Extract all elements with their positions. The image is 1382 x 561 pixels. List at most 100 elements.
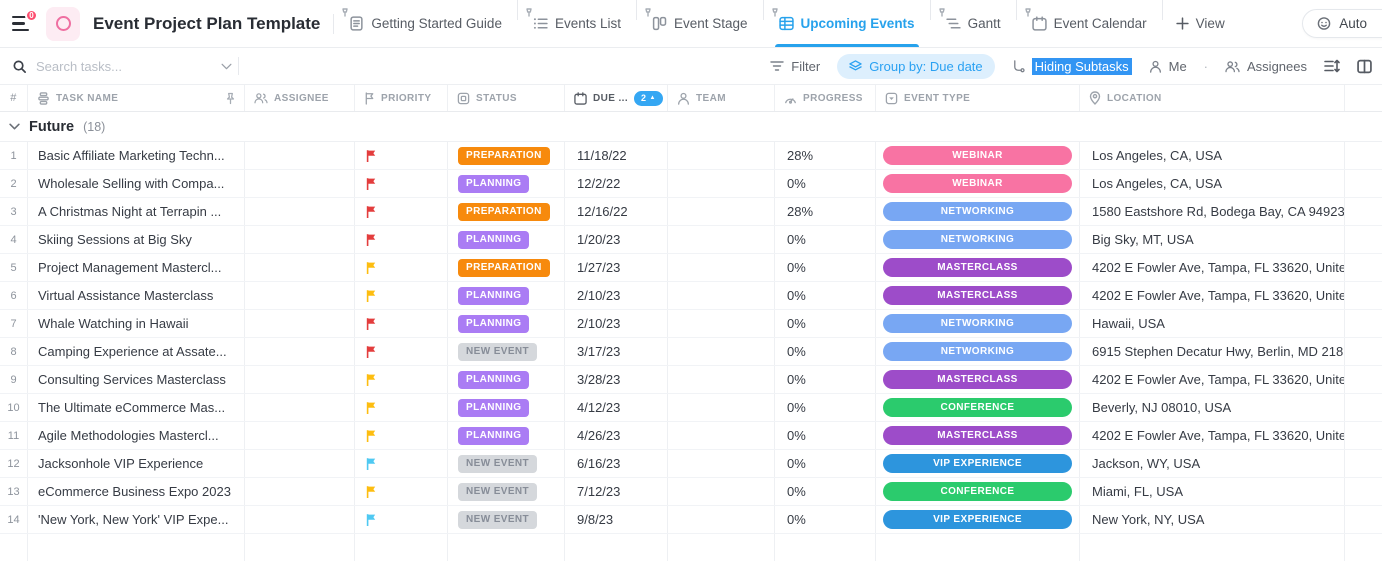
event-type-cell[interactable]: NETWORKING	[876, 198, 1080, 225]
table-row[interactable]: 8 Camping Experience at Assate... NEW EV…	[0, 338, 1382, 366]
due-date-cell[interactable]: 11/18/22	[565, 142, 668, 169]
event-type-cell[interactable]: WEBINAR	[876, 142, 1080, 169]
col-status[interactable]: STATUS	[448, 85, 565, 111]
assignee-cell[interactable]	[245, 478, 355, 505]
status-cell[interactable]: PLANNING	[448, 310, 565, 337]
table-row[interactable]: 4 Skiing Sessions at Big Sky PLANNING 1/…	[0, 226, 1382, 254]
task-name-cell[interactable]: Jacksonhole VIP Experience	[28, 450, 245, 477]
event-type-cell[interactable]: MASTERCLASS	[876, 366, 1080, 393]
event-type-cell[interactable]: VIP EXPERIENCE	[876, 506, 1080, 533]
priority-cell[interactable]	[355, 170, 448, 197]
table-row[interactable]: 9 Consulting Services Masterclass PLANNI…	[0, 366, 1382, 394]
table-row[interactable]: 11 Agile Methodologies Mastercl... PLANN…	[0, 422, 1382, 450]
table-row[interactable]: 5 Project Management Mastercl... PREPARA…	[0, 254, 1382, 282]
task-name-cell[interactable]: Wholesale Selling with Compa...	[28, 170, 245, 197]
event-type-cell[interactable]: NETWORKING	[876, 226, 1080, 253]
progress-cell[interactable]: 28%	[775, 142, 876, 169]
team-cell[interactable]	[668, 478, 775, 505]
task-name-cell[interactable]: eCommerce Business Expo 2023	[28, 478, 245, 505]
event-type-cell[interactable]: NETWORKING	[876, 310, 1080, 337]
status-cell[interactable]: PLANNING	[448, 394, 565, 421]
task-name-cell[interactable]: Whale Watching in Hawaii	[28, 310, 245, 337]
task-name-cell[interactable]: Virtual Assistance Masterclass	[28, 282, 245, 309]
col-priority[interactable]: PRIORITY	[355, 85, 448, 111]
task-name-cell[interactable]: The Ultimate eCommerce Mas...	[28, 394, 245, 421]
task-name-cell[interactable]: A Christmas Night at Terrapin ...	[28, 198, 245, 225]
location-cell[interactable]: 1580 Eastshore Rd, Bodega Bay, CA 94923,…	[1080, 198, 1345, 225]
progress-cell[interactable]: 0%	[775, 310, 876, 337]
col-due-date[interactable]: DUE ... 2 ▲	[565, 85, 668, 111]
team-cell[interactable]	[668, 506, 775, 533]
location-cell[interactable]: Jackson, WY, USA	[1080, 450, 1345, 477]
priority-cell[interactable]	[355, 282, 448, 309]
task-name-cell[interactable]: Project Management Mastercl...	[28, 254, 245, 281]
table-row[interactable]: 2 Wholesale Selling with Compa... PLANNI…	[0, 170, 1382, 198]
team-cell[interactable]	[668, 142, 775, 169]
due-date-cell[interactable]: 7/12/23	[565, 478, 668, 505]
due-date-cell[interactable]: 4/26/23	[565, 422, 668, 449]
tab-getting-started-guide[interactable]: Getting Started Guide	[342, 0, 504, 47]
task-name-cell[interactable]: Basic Affiliate Marketing Techn...	[28, 142, 245, 169]
priority-cell[interactable]	[355, 478, 448, 505]
priority-cell[interactable]	[355, 450, 448, 477]
team-cell[interactable]	[668, 310, 775, 337]
event-type-cell[interactable]: WEBINAR	[876, 170, 1080, 197]
chevron-down-icon[interactable]	[9, 123, 20, 130]
assignee-cell[interactable]	[245, 226, 355, 253]
search-box[interactable]	[12, 58, 232, 74]
due-date-cell[interactable]: 12/2/22	[565, 170, 668, 197]
location-cell[interactable]: 4202 E Fowler Ave, Tampa, FL 33620, Unit…	[1080, 254, 1345, 281]
location-cell[interactable]: 4202 E Fowler Ave, Tampa, FL 33620, Unit…	[1080, 282, 1345, 309]
task-name-cell[interactable]: Camping Experience at Assate...	[28, 338, 245, 365]
due-sort-badge[interactable]: 2 ▲	[634, 90, 663, 106]
assignee-cell[interactable]	[245, 450, 355, 477]
team-cell[interactable]	[668, 226, 775, 253]
team-cell[interactable]	[668, 450, 775, 477]
progress-cell[interactable]: 28%	[775, 198, 876, 225]
status-cell[interactable]: PREPARATION	[448, 254, 565, 281]
table-row[interactable]: 12 Jacksonhole VIP Experience NEW EVENT …	[0, 450, 1382, 478]
table-row[interactable]: 13 eCommerce Business Expo 2023 NEW EVEN…	[0, 478, 1382, 506]
search-input[interactable]	[36, 58, 212, 74]
task-name-cell[interactable]: 'New York, New York' VIP Expe...	[28, 506, 245, 533]
tab-gantt[interactable]: Gantt	[938, 0, 1003, 47]
menu-icon[interactable]: 0	[12, 8, 38, 32]
task-name-cell[interactable]: Agile Methodologies Mastercl...	[28, 422, 245, 449]
table-row[interactable]: 3 A Christmas Night at Terrapin ... PREP…	[0, 198, 1382, 226]
progress-cell[interactable]: 0%	[775, 478, 876, 505]
priority-cell[interactable]	[355, 226, 448, 253]
due-date-cell[interactable]: 1/27/23	[565, 254, 668, 281]
automation-button[interactable]: Auto	[1302, 9, 1382, 38]
assignee-cell[interactable]	[245, 170, 355, 197]
progress-cell[interactable]: 0%	[775, 366, 876, 393]
assignee-cell[interactable]	[245, 254, 355, 281]
assignee-cell[interactable]	[245, 506, 355, 533]
status-cell[interactable]: NEW EVENT	[448, 450, 565, 477]
table-row[interactable]: 7 Whale Watching in Hawaii PLANNING 2/10…	[0, 310, 1382, 338]
location-cell[interactable]: Miami, FL, USA	[1080, 478, 1345, 505]
progress-cell[interactable]: 0%	[775, 226, 876, 253]
priority-cell[interactable]	[355, 422, 448, 449]
task-name-cell[interactable]: Consulting Services Masterclass	[28, 366, 245, 393]
status-cell[interactable]: NEW EVENT	[448, 338, 565, 365]
assignee-cell[interactable]	[245, 338, 355, 365]
location-cell[interactable]: Los Angeles, CA, USA	[1080, 142, 1345, 169]
status-cell[interactable]: PLANNING	[448, 366, 565, 393]
team-cell[interactable]	[668, 394, 775, 421]
location-cell[interactable]: 6915 Stephen Decatur Hwy, Berlin, MD 218…	[1080, 338, 1345, 365]
progress-cell[interactable]: 0%	[775, 422, 876, 449]
assignee-cell[interactable]	[245, 142, 355, 169]
col-event-type[interactable]: EVENT TYPE	[876, 85, 1080, 111]
event-type-cell[interactable]: CONFERENCE	[876, 394, 1080, 421]
sort-tasks-icon[interactable]	[1324, 59, 1340, 73]
priority-cell[interactable]	[355, 310, 448, 337]
priority-cell[interactable]	[355, 506, 448, 533]
assignee-cell[interactable]	[245, 282, 355, 309]
progress-cell[interactable]: 0%	[775, 282, 876, 309]
team-cell[interactable]	[668, 170, 775, 197]
col-progress[interactable]: PROGRESS	[775, 85, 876, 111]
assignee-cell[interactable]	[245, 422, 355, 449]
group-by-button[interactable]: Group by: Due date	[837, 53, 995, 79]
priority-cell[interactable]	[355, 366, 448, 393]
location-cell[interactable]: New York, NY, USA	[1080, 506, 1345, 533]
